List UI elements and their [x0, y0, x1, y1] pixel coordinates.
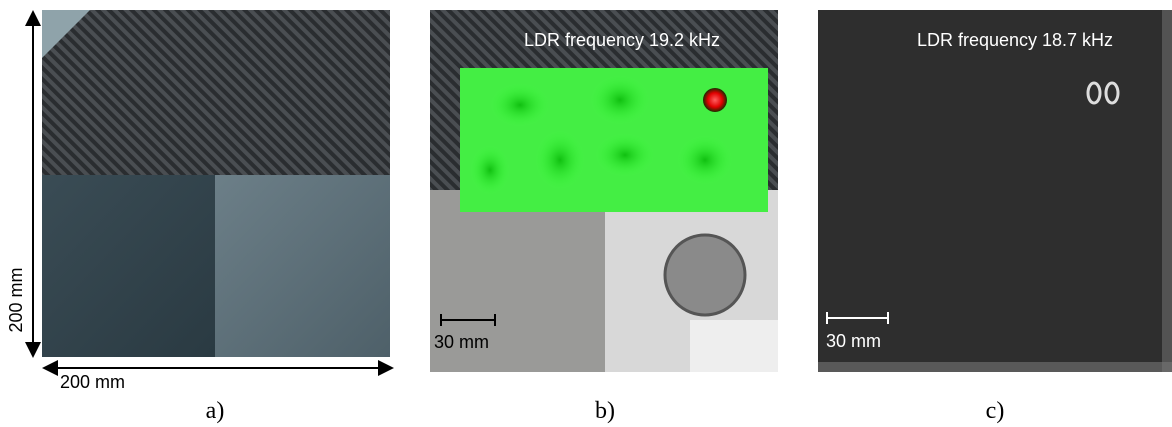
- panel-a: 200 mm 200 mm a): [6, 10, 394, 424]
- frequency-label: LDR frequency 18.7 kHz: [917, 30, 1113, 50]
- panel-b: LDR frequency 19.2 kHz 30 mm b): [430, 10, 778, 424]
- map-blobs: [470, 75, 733, 195]
- dimension-label: 200 mm: [6, 267, 26, 332]
- panel-label: b): [595, 398, 615, 424]
- scale-label: 30 mm: [826, 331, 881, 351]
- defect-ring: [1104, 81, 1120, 105]
- noise-edge: [818, 362, 1172, 372]
- plate: [430, 190, 605, 372]
- carbon-weave: [42, 10, 390, 175]
- scale-label: 30 mm: [434, 332, 489, 352]
- corner: [42, 10, 90, 58]
- panel-c: LDR frequency 18.7 kHz 30 mm c): [818, 10, 1172, 424]
- noise-edge: [1162, 10, 1172, 372]
- equipment: [690, 320, 778, 372]
- defect-spot: [703, 88, 727, 112]
- transducer: [663, 233, 747, 317]
- dimension-label: 200 mm: [60, 372, 125, 392]
- vibration-image: [818, 10, 1172, 372]
- panel-label: c): [986, 398, 1005, 424]
- frequency-label: LDR frequency 19.2 kHz: [524, 30, 720, 50]
- panel-label: a): [206, 398, 225, 424]
- plate-left: [42, 175, 215, 357]
- scale-bar: [826, 312, 889, 324]
- plate-right: [215, 175, 390, 357]
- scale-bar: [440, 314, 496, 326]
- defect-ring: [1086, 81, 1102, 105]
